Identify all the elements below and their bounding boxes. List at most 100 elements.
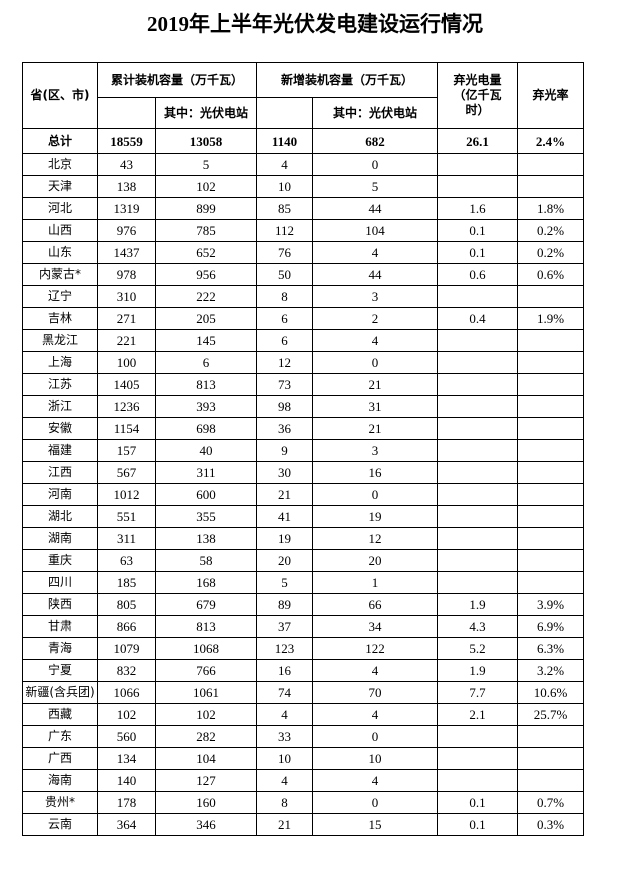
- region-cell: 浙江: [22, 395, 98, 418]
- value-cell: 10: [256, 175, 314, 198]
- value-cell: 102: [97, 703, 156, 726]
- value-cell: 1319: [97, 197, 156, 220]
- value-cell: [437, 285, 519, 308]
- table-row: 浙江 1236 393 98 31: [22, 395, 585, 418]
- table-body: 省(区、市) 累计装机容量（万千瓦） 新增装机容量（万千瓦） 弃光电量（亿千瓦时…: [22, 62, 585, 836]
- value-cell: 282: [154, 725, 258, 748]
- value-cell: [517, 725, 585, 748]
- value-cell: [517, 483, 585, 506]
- value-cell: 8: [256, 791, 314, 814]
- value-cell: 127: [154, 769, 258, 792]
- region-cell: 江苏: [22, 373, 98, 396]
- region-cell: 湖南: [22, 527, 98, 550]
- value-cell: 138: [154, 527, 258, 550]
- header-row: 其中：光伏电站 其中：光伏电站: [23, 97, 584, 129]
- region-cell: 湖北: [22, 505, 98, 528]
- value-cell: [517, 505, 585, 528]
- region-cell: 贵州*: [22, 791, 98, 814]
- value-cell: 682: [312, 128, 439, 154]
- value-cell: 551: [97, 505, 156, 528]
- value-cell: 50: [256, 263, 314, 286]
- table-row: 上海 100 6 12 0: [22, 351, 585, 374]
- value-cell: 679: [154, 593, 258, 616]
- header-cell: 其中：光伏电站: [154, 97, 258, 129]
- value-cell: 4: [256, 703, 314, 726]
- table-row: 四川 185 168 5 1: [22, 571, 585, 594]
- value-cell: 74: [256, 681, 314, 704]
- table-row: 海南 140 127 4 4: [22, 769, 585, 792]
- value-cell: 12: [256, 351, 314, 374]
- value-cell: 1437: [97, 241, 156, 264]
- value-cell: 138: [97, 175, 156, 198]
- header-cell: 弃光电量（亿千瓦时）: [437, 62, 519, 129]
- table-row: 西藏 102 102 4 4 2.1 25.7%: [22, 703, 585, 726]
- value-cell: 1154: [97, 417, 156, 440]
- value-cell: 0: [312, 791, 439, 814]
- data-table: 省(区、市) 累计装机容量（万千瓦） 新增装机容量（万千瓦） 弃光电量（亿千瓦时…: [22, 62, 585, 836]
- value-cell: 3: [312, 439, 439, 462]
- value-cell: [517, 461, 585, 484]
- value-cell: [517, 153, 585, 176]
- region-cell: 重庆: [22, 549, 98, 572]
- value-cell: 98: [256, 395, 314, 418]
- value-cell: 4: [256, 769, 314, 792]
- value-cell: 560: [97, 725, 156, 748]
- value-cell: 4.3: [437, 615, 519, 638]
- value-cell: 145: [154, 329, 258, 352]
- value-cell: 26.1: [437, 128, 519, 154]
- value-cell: [437, 395, 519, 418]
- value-cell: 8: [256, 285, 314, 308]
- table-row: 广东 560 282 33 0: [22, 725, 585, 748]
- value-cell: 6: [154, 351, 258, 374]
- value-cell: [437, 175, 519, 198]
- value-cell: 3: [312, 285, 439, 308]
- value-cell: 1405: [97, 373, 156, 396]
- value-cell: 271: [97, 307, 156, 330]
- value-cell: 21: [312, 373, 439, 396]
- value-cell: 102: [154, 175, 258, 198]
- region-cell: 福建: [22, 439, 98, 462]
- header-cell: 省(区、市): [22, 62, 98, 129]
- value-cell: 2.4%: [517, 128, 585, 154]
- table-row: 青海 1079 1068 123 122 5.2 6.3%: [22, 637, 585, 660]
- value-cell: [437, 725, 519, 748]
- value-cell: 18559: [97, 128, 156, 154]
- value-cell: 66: [312, 593, 439, 616]
- table-row: 山东 1437 652 76 4 0.1 0.2%: [22, 241, 585, 264]
- value-cell: 73: [256, 373, 314, 396]
- value-cell: 21: [256, 483, 314, 506]
- table-row: 河南 1012 600 21 0: [22, 483, 585, 506]
- value-cell: [437, 461, 519, 484]
- value-cell: 36: [256, 417, 314, 440]
- value-cell: 63: [97, 549, 156, 572]
- region-cell: 陕西: [22, 593, 98, 616]
- value-cell: [437, 439, 519, 462]
- value-cell: 1.8%: [517, 197, 585, 220]
- value-cell: [517, 175, 585, 198]
- value-cell: 15: [312, 813, 439, 836]
- region-cell: 云南: [22, 813, 98, 836]
- value-cell: 1061: [154, 681, 258, 704]
- value-cell: 140: [97, 769, 156, 792]
- value-cell: 393: [154, 395, 258, 418]
- value-cell: 4: [312, 241, 439, 264]
- value-cell: 9: [256, 439, 314, 462]
- table-row: 山西 976 785 112 104 0.1 0.2%: [22, 219, 585, 242]
- value-cell: 1.9: [437, 659, 519, 682]
- value-cell: 0.2%: [517, 219, 585, 242]
- header-blank: [97, 97, 156, 129]
- value-cell: [437, 373, 519, 396]
- value-cell: 355: [154, 505, 258, 528]
- value-cell: 866: [97, 615, 156, 638]
- table-row: 总计 18559 13058 1140 682 26.1 2.4%: [22, 128, 585, 154]
- table-row: 北京 43 5 4 0: [22, 153, 585, 176]
- header-cell: 其中：光伏电站: [312, 97, 439, 129]
- value-cell: 2: [312, 307, 439, 330]
- value-cell: 311: [154, 461, 258, 484]
- value-cell: 5: [312, 175, 439, 198]
- value-cell: 104: [154, 747, 258, 770]
- header-cell: 弃光率: [517, 62, 585, 129]
- region-cell: 甘肃: [22, 615, 98, 638]
- region-cell: 海南: [22, 769, 98, 792]
- region-cell: 广东: [22, 725, 98, 748]
